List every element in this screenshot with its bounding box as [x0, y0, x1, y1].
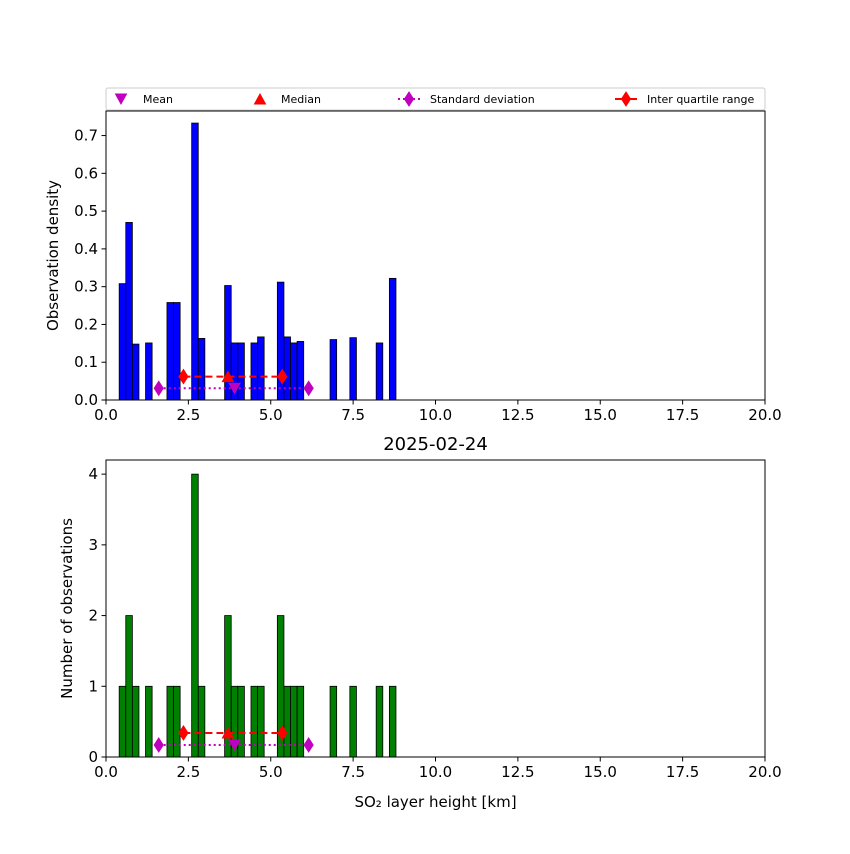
iqr-marker: [178, 725, 189, 741]
chart-panel-bottom: 0.0 2.5 5.0 7.5 10.0 12.5 15.0 17.5 20.0 0 1 2 3 4 Num…: [58, 434, 782, 811]
bar: [118, 685, 127, 758]
bar: [296, 685, 305, 758]
bar: [290, 342, 298, 401]
legend-iqr-marker: [620, 91, 632, 107]
bar: [173, 302, 181, 401]
mean-marker: [228, 382, 241, 395]
median-marker: [221, 370, 235, 383]
legend-label-std: Standard deviation: [430, 93, 535, 106]
bar: [388, 277, 397, 401]
median-marker: [221, 726, 235, 739]
iqr-marker: [178, 368, 189, 385]
x-tick-label: 15.0: [584, 763, 617, 781]
y-tick-label: 3: [88, 536, 98, 554]
bar: [197, 338, 206, 401]
std-marker: [303, 380, 314, 397]
legend: Mean Median Standard deviation Inter quarti…: [105, 87, 766, 111]
bar: [349, 685, 357, 758]
x-tick-label: 12.5: [501, 406, 534, 424]
bar: [296, 341, 305, 401]
bar: [329, 339, 338, 401]
legend-label-iqr: Inter quartile range: [647, 93, 754, 106]
bar: [197, 685, 206, 758]
bar: [250, 685, 258, 758]
bar: [283, 685, 291, 758]
bar: [131, 343, 140, 401]
std-marker: [153, 737, 164, 753]
bar: [257, 336, 265, 401]
x-tick-label: 10.0: [419, 406, 452, 424]
x-tick-label: 7.5: [341, 406, 365, 424]
bar: [131, 685, 140, 758]
iqr-marker: [277, 368, 288, 385]
x-tick-label: 2.5: [176, 763, 200, 781]
bar: [283, 336, 291, 401]
legend-median-marker: [253, 92, 267, 105]
bar: [166, 302, 174, 401]
chart-panel-top: 0.0 2.5 5.0 7.5 10.0 12.5 15.0 17.5 20.0 0.0 0.1 0.…: [44, 110, 782, 424]
bar: [125, 222, 133, 401]
bar: [166, 685, 174, 758]
y-axis-label: Number of observations: [58, 518, 76, 699]
x-tick-label: 10.0: [419, 763, 452, 781]
y-tick-label: 0.7: [74, 127, 98, 145]
bar: [375, 342, 384, 401]
x-tick-label: 20.0: [748, 763, 781, 781]
mean-marker: [228, 739, 241, 752]
bar: [118, 283, 127, 401]
bar: [375, 685, 384, 758]
y-tick-label: 0.5: [74, 202, 98, 220]
x-tick-label: 17.5: [666, 763, 699, 781]
bar: [329, 685, 338, 758]
x-tick-label: 12.5: [501, 763, 534, 781]
bar: [257, 685, 265, 758]
x-tick-label: 7.5: [341, 763, 365, 781]
x-tick-label: 17.5: [666, 406, 699, 424]
bar: [237, 342, 245, 401]
y-tick-label: 0.3: [74, 278, 98, 296]
y-tick-label: 0.2: [74, 315, 98, 333]
y-tick-label: 0: [88, 748, 98, 766]
bar: [191, 473, 199, 758]
y-tick-label: 2: [88, 607, 98, 625]
bar: [173, 685, 181, 758]
y-tick-label: 0.6: [74, 164, 98, 182]
y-tick-label: 1: [88, 677, 98, 695]
x-tick-label: 0.0: [94, 763, 118, 781]
bar: [349, 337, 357, 401]
bar: [125, 615, 133, 758]
legend-std-marker: [403, 91, 415, 107]
y-tick-label: 0.4: [74, 240, 98, 258]
bar: [237, 685, 245, 758]
y-tick-label: 0.1: [74, 353, 98, 371]
legend-mean-marker: [114, 93, 128, 106]
x-tick-label: 5.0: [259, 763, 283, 781]
bar: [145, 685, 153, 758]
bar: [145, 342, 153, 401]
y-tick-label: 4: [88, 465, 98, 483]
x-tick-label: 2.5: [176, 406, 200, 424]
y-tick-label: 0.0: [74, 391, 98, 409]
x-tick-label: 0.0: [94, 406, 118, 424]
std-marker: [153, 380, 164, 397]
x-tick-label: 5.0: [259, 406, 283, 424]
bar: [191, 122, 199, 401]
x-tick-label: 15.0: [584, 406, 617, 424]
x-tick-label: 20.0: [748, 406, 781, 424]
bar: [250, 342, 258, 401]
legend-label-mean: Mean: [143, 93, 173, 106]
legend-label-median: Median: [281, 93, 321, 106]
x-axis-label: SO₂ layer height [km]: [354, 793, 516, 811]
chart-title: 2025-02-24: [383, 434, 488, 455]
iqr-marker: [277, 725, 288, 741]
legend-frame: [105, 87, 766, 111]
std-marker: [303, 737, 314, 753]
bar: [290, 685, 298, 758]
bar: [388, 685, 397, 758]
y-axis-label: Observation density: [44, 180, 62, 331]
